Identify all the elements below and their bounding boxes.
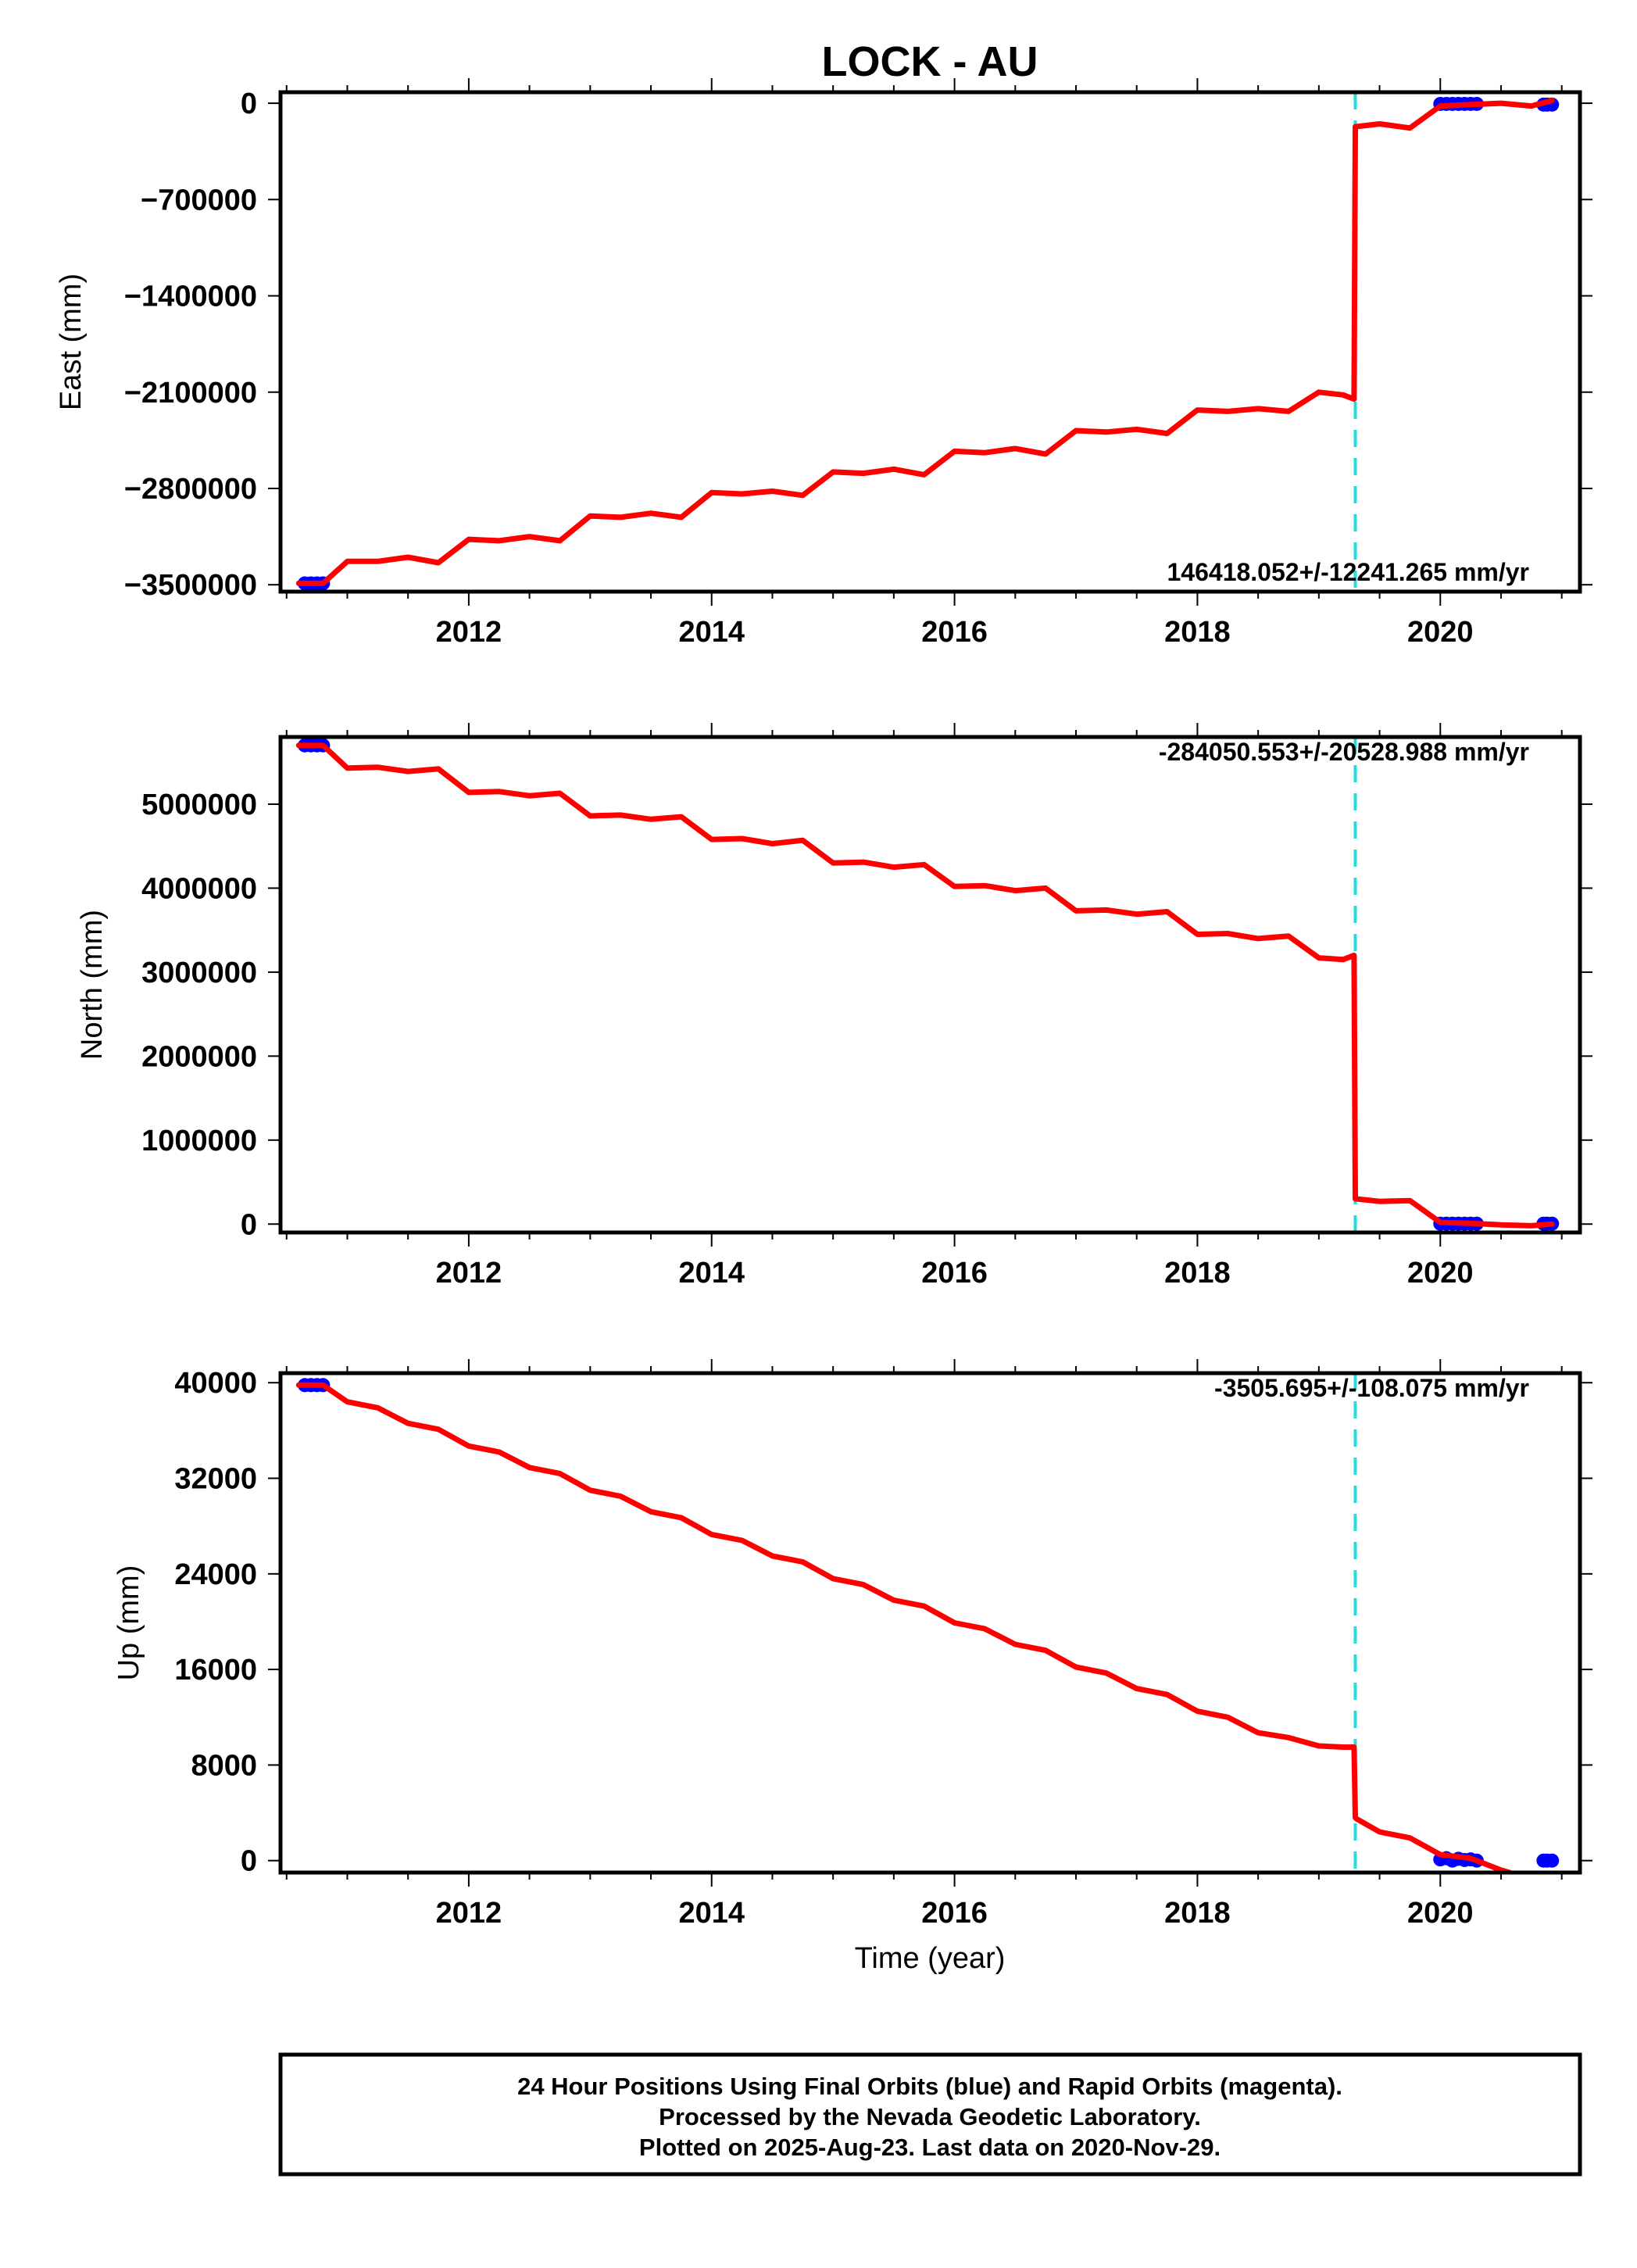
y-tick-label: 5000000 bbox=[141, 789, 257, 821]
model-line bbox=[295, 1382, 1513, 1873]
y-tick-label: 32000 bbox=[174, 1463, 257, 1496]
y-axis-label: Up (mm) bbox=[113, 1565, 145, 1681]
x-tick-label: 2014 bbox=[678, 1897, 745, 1930]
footer-line-2: Processed by the Nevada Geodetic Laborat… bbox=[659, 2103, 1201, 2130]
y-tick-label: −3500000 bbox=[124, 569, 257, 602]
footer-line-3: Plotted on 2025-Aug-23. Last data on 202… bbox=[639, 2134, 1221, 2161]
y-tick-label: 0 bbox=[241, 1845, 257, 1878]
y-tick-label: 40000 bbox=[174, 1367, 257, 1400]
x-tick-label: 2012 bbox=[436, 616, 502, 649]
chart-title: LOCK - AU bbox=[822, 38, 1038, 85]
x-tick-label: 2020 bbox=[1407, 616, 1474, 649]
plot-area bbox=[295, 737, 1560, 1232]
rate-label: 146418.052+/-12241.265 mm/yr bbox=[1167, 558, 1530, 586]
x-tick-label: 2014 bbox=[678, 616, 745, 649]
y-tick-label: −700000 bbox=[141, 184, 257, 216]
y-tick-label: −1400000 bbox=[124, 281, 257, 313]
y-tick-label: 2000000 bbox=[141, 1040, 257, 1073]
y-tick-label: 24000 bbox=[174, 1558, 257, 1591]
final-orbit-point bbox=[1545, 1853, 1560, 1868]
y-tick-label: −2800000 bbox=[124, 473, 257, 506]
y-tick-label: 16000 bbox=[174, 1654, 257, 1687]
up-panel: 2012 2014 2016 2018 2020 0 8000 16000 24000 32000… bbox=[113, 1359, 1592, 1930]
y-tick-label: 0 bbox=[241, 1208, 257, 1241]
footer-line-1: 24 Hour Positions Using Final Orbits (bl… bbox=[517, 2073, 1342, 2100]
x-tick-label: 2018 bbox=[1164, 1257, 1231, 1290]
y-axis-label: East (mm) bbox=[55, 274, 88, 410]
y-tick-label: 0 bbox=[241, 88, 257, 120]
x-tick-label: 2018 bbox=[1164, 1897, 1231, 1930]
x-tick-label: 2020 bbox=[1407, 1897, 1474, 1930]
x-tick-label: 2016 bbox=[921, 1897, 988, 1930]
plot-frame bbox=[278, 90, 1582, 594]
east-panel: 2012 2014 2016 2018 2020 0 −700000 −1400000 −210… bbox=[55, 78, 1592, 649]
y-tick-label: 4000000 bbox=[141, 872, 257, 905]
north-panel: 2012 2014 2016 2018 2020 0 1000000 2000000 30000… bbox=[76, 723, 1592, 1290]
y-tick-label: 3000000 bbox=[141, 957, 257, 989]
plot-frame bbox=[278, 1371, 1582, 1875]
x-tick-label: 2012 bbox=[436, 1897, 502, 1930]
footer-box: 24 Hour Positions Using Final Orbits (bl… bbox=[278, 2052, 1582, 2177]
y-axis-label: North (mm) bbox=[76, 910, 109, 1060]
plot-frame bbox=[278, 735, 1582, 1235]
y-tick-label: 8000 bbox=[191, 1749, 257, 1782]
plot-area bbox=[295, 1373, 1560, 1873]
x-tick-label: 2014 bbox=[678, 1257, 745, 1290]
x-tick-label: 2020 bbox=[1407, 1257, 1474, 1290]
rate-label: -3505.695+/-108.075 mm/yr bbox=[1214, 1374, 1529, 1402]
model-line bbox=[295, 742, 1555, 1229]
x-tick-label: 2012 bbox=[436, 1257, 502, 1290]
x-tick-label: 2018 bbox=[1164, 616, 1231, 649]
model-line bbox=[295, 98, 1555, 586]
x-tick-label: 2016 bbox=[921, 616, 988, 649]
rate-label: -284050.553+/-20528.988 mm/yr bbox=[1159, 738, 1529, 766]
y-tick-label: 1000000 bbox=[141, 1125, 257, 1157]
x-tick-label: 2016 bbox=[921, 1257, 988, 1290]
x-axis-label: Time (year) bbox=[855, 1942, 1006, 1975]
y-tick-label: −2100000 bbox=[124, 377, 257, 410]
plot-area bbox=[295, 92, 1560, 592]
